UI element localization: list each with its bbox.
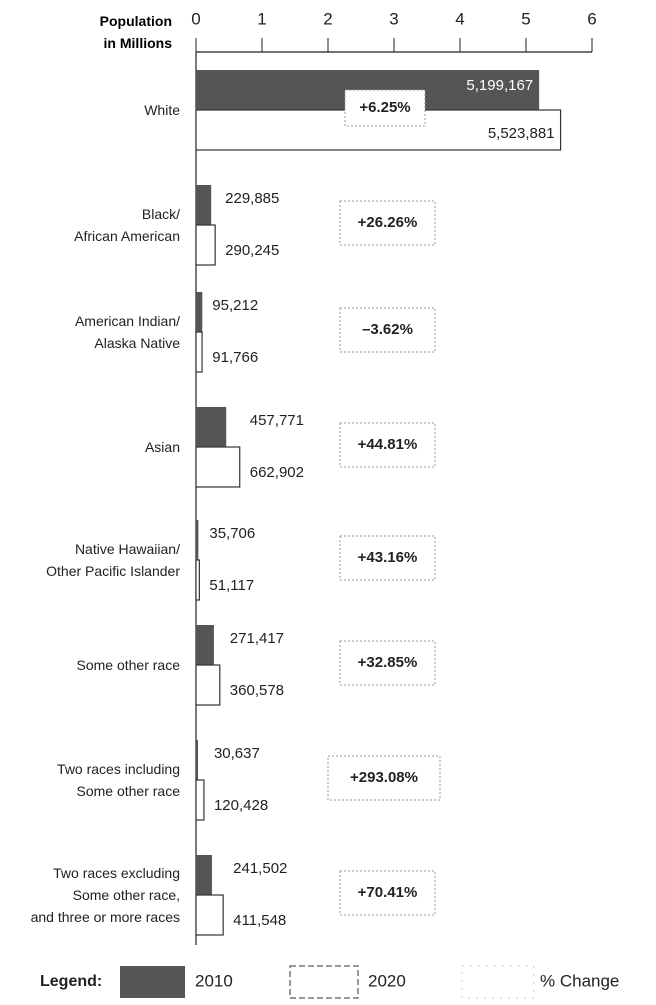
value-label: 360,578	[230, 682, 284, 699]
change-label: +44.81%	[358, 436, 418, 453]
x-tick-label: 6	[587, 9, 596, 28]
category-label: Two races including Some other race	[57, 761, 180, 799]
category-label: Two races excluding Some other race, and…	[30, 865, 180, 925]
value-label: 30,637	[214, 745, 260, 762]
bar	[195, 559, 200, 601]
category-label: Native Hawaiian/ Other Pacific Islander	[46, 541, 180, 579]
bar	[196, 855, 212, 895]
legend-title: Legend:	[40, 973, 102, 990]
value-label: 91,766	[212, 349, 258, 366]
value-label: 35,706	[209, 525, 255, 542]
change-label: +70.41%	[358, 884, 418, 901]
category-label: American Indian/ Alaska Native	[74, 313, 180, 351]
value-label: 5,523,881	[488, 125, 555, 142]
legend-label: 2020	[368, 971, 406, 990]
x-tick-label: 0	[191, 9, 200, 28]
axis-label: Population in Millions	[99, 13, 172, 51]
bar	[196, 625, 214, 665]
value-label: 95,212	[212, 297, 258, 314]
value-label: 271,417	[230, 630, 284, 647]
bar	[195, 894, 224, 936]
change-label: –3.62%	[362, 321, 413, 338]
change-box	[327, 755, 441, 801]
value-label: 457,771	[250, 412, 304, 429]
change-box	[339, 535, 436, 581]
bar	[196, 185, 212, 225]
value-label: 120,428	[214, 797, 268, 814]
value-label: 241,502	[233, 860, 287, 877]
legend-swatch	[461, 965, 535, 999]
bar	[195, 331, 203, 373]
x-tick-label: 2	[323, 9, 332, 28]
bar	[195, 224, 216, 266]
bar	[196, 740, 199, 780]
bar	[196, 407, 227, 447]
x-tick-label: 1	[257, 9, 266, 28]
x-tick-label: 3	[389, 9, 398, 28]
value-label: 51,117	[209, 577, 254, 594]
value-label: 290,245	[225, 242, 279, 259]
legend-label: % Change	[540, 971, 619, 990]
bar	[196, 292, 203, 332]
legend-label: 2010	[195, 971, 233, 990]
change-box	[339, 422, 436, 468]
bar	[195, 664, 221, 706]
change-box	[344, 89, 426, 127]
value-label: 411,548	[233, 912, 286, 929]
category-label: White	[144, 102, 180, 118]
category-label: Black/ African American	[74, 206, 180, 244]
value-label: 229,885	[225, 190, 279, 207]
category-label: Some other race	[76, 657, 181, 673]
value-label: 5,199,167	[466, 77, 533, 94]
change-box	[339, 200, 436, 246]
bar	[195, 446, 241, 488]
change-label: +293.08%	[350, 769, 418, 786]
legend-swatch	[120, 966, 185, 998]
change-label: +26.26%	[358, 214, 418, 231]
change-box	[339, 640, 436, 686]
change-box	[339, 870, 436, 916]
bar	[195, 779, 205, 821]
change-label: +32.85%	[358, 654, 418, 671]
legend-swatch	[289, 965, 359, 999]
x-tick-label: 5	[521, 9, 530, 28]
x-tick-label: 4	[455, 9, 464, 28]
change-label: +43.16%	[358, 549, 418, 566]
value-label: 662,902	[250, 464, 304, 481]
change-box	[339, 307, 436, 353]
change-label: +6.25%	[359, 99, 410, 116]
bar	[196, 520, 199, 560]
category-label: Asian	[144, 439, 180, 455]
